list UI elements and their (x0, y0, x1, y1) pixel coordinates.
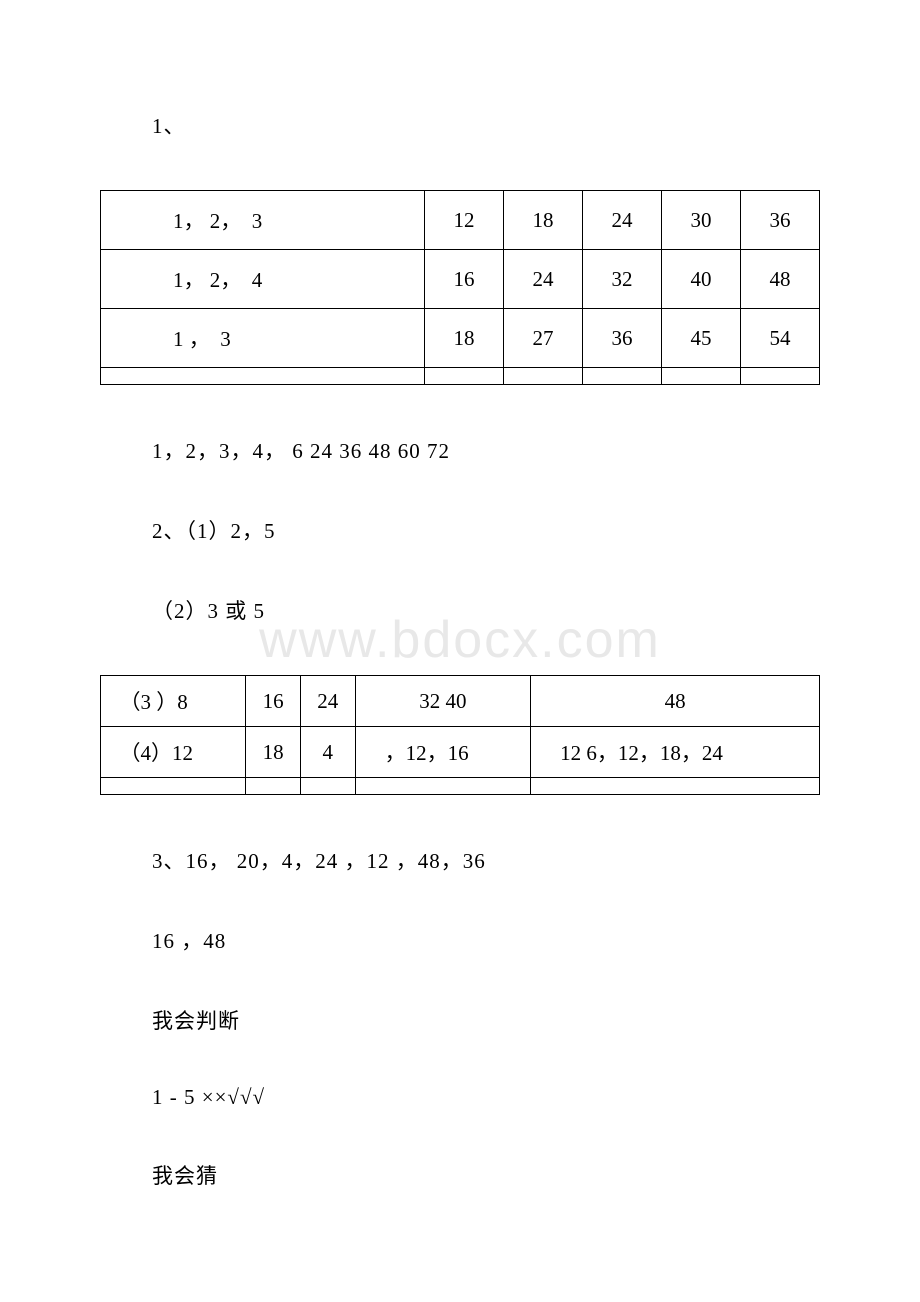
table-row: （3 ）8 16 24 32 40 48 (101, 676, 820, 727)
table-cell: 18 (503, 191, 582, 250)
paragraph-1: 1、 (152, 110, 820, 140)
table-cell (503, 368, 582, 385)
table-cell: 32 (582, 250, 661, 309)
table-cell: （3 ）8 (101, 676, 246, 727)
table-cell (531, 778, 820, 795)
table-cell: 48 (531, 676, 820, 727)
table-cell: 1， 2， 4 (101, 250, 425, 309)
table-row (101, 368, 820, 385)
table-cell (300, 778, 355, 795)
table-cell: 48 (740, 250, 819, 309)
table-cell: 12 (424, 191, 503, 250)
paragraph-2: 1，2，3，4， 6 24 36 48 60 72 (152, 435, 820, 465)
table-row: 1 ， 3 18 27 36 45 54 (101, 309, 820, 368)
table-row (101, 778, 820, 795)
table-cell: 18 (424, 309, 503, 368)
table-cell: 18 (246, 727, 301, 778)
table-cell (246, 778, 301, 795)
table-cell (355, 778, 531, 795)
table-row: （4）12 18 4 ，12，16 12 6，12，18，24 (101, 727, 820, 778)
table-cell (661, 368, 740, 385)
table-cell (101, 368, 425, 385)
paragraph-6: 16 ，48 (152, 925, 820, 955)
table-cell: （4）12 (101, 727, 246, 778)
table-cell: 16 (246, 676, 301, 727)
table-row: 1， 2， 3 12 18 24 30 36 (101, 191, 820, 250)
table-cell (424, 368, 503, 385)
paragraph-3: 2、（1）2，5 (152, 515, 820, 545)
table-cell: 54 (740, 309, 819, 368)
document-content: 1、 1， 2， 3 12 18 24 30 36 1， 2， 4 16 24 … (100, 110, 820, 1190)
paragraph-7: 我会判断 (152, 1005, 820, 1035)
table-cell: 32 40 (355, 676, 531, 727)
table-1: 1， 2， 3 12 18 24 30 36 1， 2， 4 16 24 32 … (100, 190, 820, 385)
table-cell: 16 (424, 250, 503, 309)
table-row: 1， 2， 4 16 24 32 40 48 (101, 250, 820, 309)
table-cell: 36 (582, 309, 661, 368)
table-cell (582, 368, 661, 385)
table-cell: 45 (661, 309, 740, 368)
paragraph-9: 我会猜 (152, 1160, 820, 1190)
table-2: （3 ）8 16 24 32 40 48 （4）12 18 4 ，12，16 1… (100, 675, 820, 795)
table-cell (740, 368, 819, 385)
table-cell: 12 6，12，18，24 (531, 727, 820, 778)
table-cell: 27 (503, 309, 582, 368)
table-cell: 1， 2， 3 (101, 191, 425, 250)
table-cell: 24 (300, 676, 355, 727)
table-cell: 24 (503, 250, 582, 309)
table-cell: 40 (661, 250, 740, 309)
table-cell: 24 (582, 191, 661, 250)
paragraph-8: 1 - 5 ××√√√ (152, 1085, 820, 1110)
paragraph-4: （2）3 或 5 (152, 595, 820, 625)
paragraph-5: 3、16， 20，4，24 ，12 ，48，36 (152, 845, 820, 875)
table-cell: 1 ， 3 (101, 309, 425, 368)
table-cell: ，12，16 (355, 727, 531, 778)
table-cell (101, 778, 246, 795)
table-cell: 4 (300, 727, 355, 778)
table-cell: 30 (661, 191, 740, 250)
table-cell: 36 (740, 191, 819, 250)
